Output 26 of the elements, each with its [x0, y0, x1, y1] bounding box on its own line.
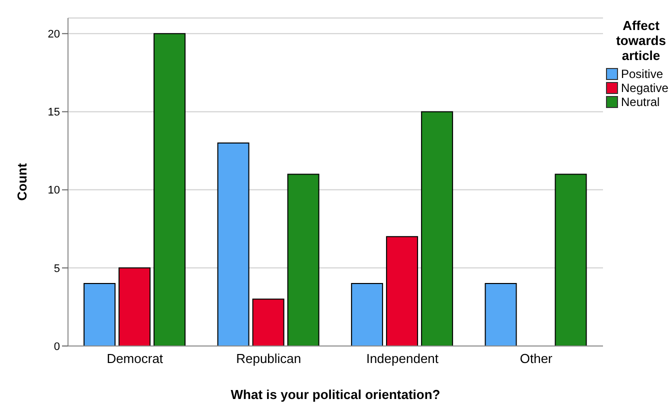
bar — [217, 142, 250, 346]
legend-label: Neutral — [621, 95, 660, 109]
bar — [154, 33, 186, 346]
y-tick-label: 15 — [48, 106, 60, 119]
x-tick-label: Democrat — [106, 351, 164, 366]
legend-label: Positive — [621, 67, 664, 81]
legend-label: Negative — [621, 81, 668, 95]
bar — [351, 283, 384, 346]
bar — [421, 111, 454, 346]
x-tick-label: Republican — [236, 351, 302, 366]
bar — [118, 267, 151, 346]
y-tick-label: 20 — [48, 28, 60, 41]
bar — [554, 174, 587, 346]
x-tick-label: Independent — [366, 351, 439, 366]
bar — [386, 236, 418, 346]
y-tick-label: 10 — [48, 184, 60, 197]
bar — [84, 283, 116, 346]
bar — [287, 174, 320, 346]
legend-title: Affect towards article — [615, 18, 667, 63]
x-tick-label: Other — [520, 351, 554, 366]
x-axis-title: What is your political orientation? — [230, 387, 440, 402]
y-tick-label: 5 — [54, 262, 60, 275]
bar — [484, 283, 517, 346]
y-tick-label: 0 — [54, 340, 60, 353]
bar — [252, 298, 284, 346]
y-axis-title: Count — [14, 162, 30, 201]
